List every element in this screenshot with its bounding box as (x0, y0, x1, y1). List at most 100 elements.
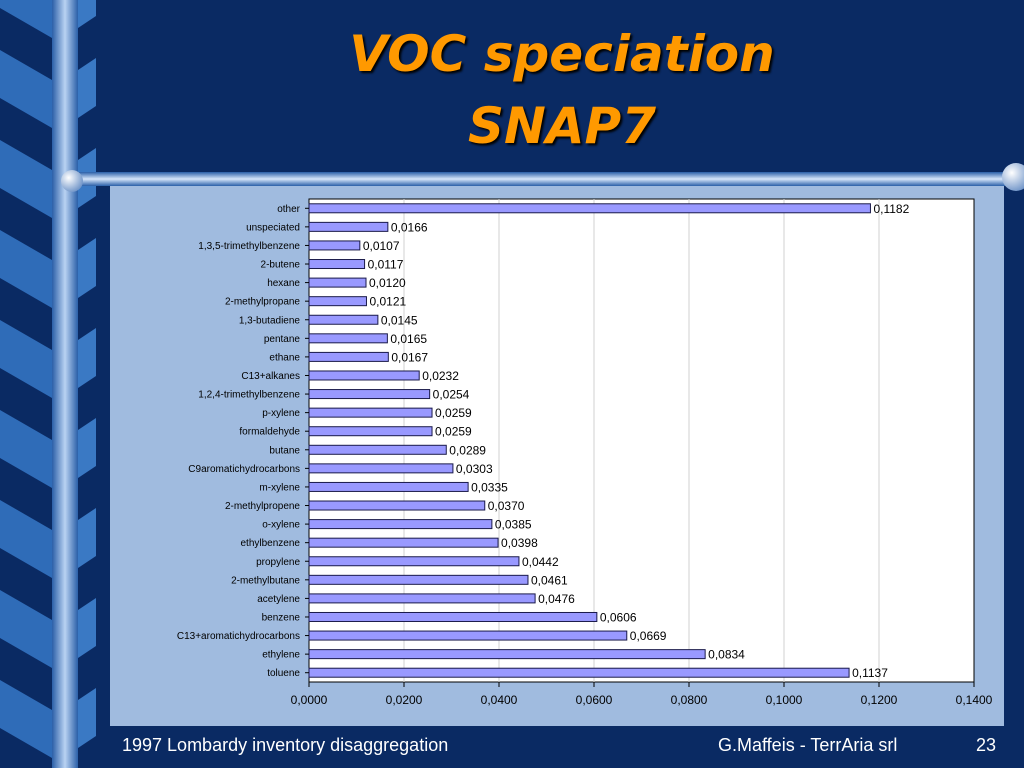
bar (308, 667, 850, 678)
ribbon-segment (0, 410, 52, 488)
ribbon-segment (78, 598, 96, 658)
x-tick-label: 0,0400 (481, 693, 518, 707)
data-label: 0,0120 (369, 276, 406, 290)
data-label: 0,0303 (456, 462, 493, 476)
category-label: C13+aromatichydrocarbons (177, 631, 300, 642)
data-label: 0,0121 (369, 295, 406, 309)
data-label: 0,0669 (630, 629, 667, 643)
data-label: 0,0398 (501, 536, 538, 550)
bar (308, 221, 389, 232)
chart-panel: 0,0000 0,0200 0,0400 0,0600 0,0800 0,1000 0,12… (110, 186, 1004, 726)
data-label: 0,0385 (495, 518, 532, 532)
category-label: 2-butene (261, 260, 301, 271)
data-label: 0,1182 (873, 202, 909, 216)
data-label: 0,0259 (435, 425, 472, 439)
bar (308, 277, 367, 288)
category-label: pentane (264, 334, 301, 345)
ribbon-segment (0, 590, 52, 668)
category-label: benzene (262, 612, 301, 623)
bar (308, 537, 499, 548)
bar (308, 203, 871, 214)
footer-left: 1997 Lombardy inventory disaggregation (122, 735, 449, 755)
category-label: ethane (269, 352, 300, 363)
bar (308, 296, 367, 307)
data-label: 0,0834 (708, 648, 745, 662)
category-label: toluene (267, 668, 300, 679)
data-label: 0,0289 (449, 443, 486, 457)
data-label: 0,0254 (433, 388, 470, 402)
category-label: butane (269, 445, 300, 456)
bar (308, 351, 389, 362)
ribbon-segment (78, 508, 96, 568)
slide-title-line-1: VOC speciation (349, 25, 775, 83)
data-label: 0,0370 (488, 499, 525, 513)
bar (308, 611, 598, 622)
bar (308, 574, 529, 585)
x-tick-label: 0,1200 (861, 693, 898, 707)
bar (308, 593, 536, 604)
bar (308, 259, 366, 270)
category-label: propylene (256, 557, 300, 568)
category-label: 2-methylbutane (231, 575, 300, 586)
category-label: 2-methylpropene (225, 501, 300, 512)
data-label: 0,0145 (381, 313, 418, 327)
bar (308, 314, 379, 325)
data-label: 0,0107 (363, 239, 400, 253)
ribbon-segment (0, 320, 52, 398)
category-label: 1,2,4-trimethylbenzene (198, 390, 300, 401)
bar (308, 500, 486, 511)
bar (308, 556, 520, 567)
ribbon-segment (0, 50, 52, 128)
ribbon-segment (0, 140, 52, 218)
category-label: hexane (267, 278, 300, 289)
bar (308, 481, 469, 492)
x-tick-label: 0,0200 (386, 693, 423, 707)
ribbon-segment (78, 0, 96, 28)
data-label: 0,0232 (422, 369, 459, 383)
ribbon-segment (78, 418, 96, 478)
category-label: formaldehyde (239, 427, 300, 438)
ribbon-segment (78, 688, 96, 748)
category-label: 1,3,5-trimethylbenzene (198, 241, 300, 252)
ribbon-segment (78, 238, 96, 298)
rule-ball-right (1002, 163, 1024, 191)
category-label: p-xylene (262, 408, 300, 419)
plot-area (308, 198, 975, 683)
category-label: m-xylene (259, 482, 300, 493)
slide-title-line-2: SNAP7 (468, 97, 656, 155)
x-tick-label: 0,1400 (956, 693, 993, 707)
data-label: 0,0606 (600, 610, 637, 624)
bar-chart: 0,0000 0,0200 0,0400 0,0600 0,0800 0,1000 0,12… (177, 198, 993, 707)
x-tick-label: 0,0000 (291, 693, 328, 707)
bar (308, 407, 433, 418)
bar (308, 370, 420, 381)
bar (308, 649, 706, 660)
rule-ball-left (61, 170, 83, 192)
category-label: ethylene (262, 650, 300, 661)
data-label: 0,0165 (390, 332, 427, 346)
x-tick-label: 0,0800 (671, 693, 708, 707)
footer-right: G.Maffeis - TerrAria srl (718, 735, 898, 755)
data-label: 0,0259 (435, 406, 472, 420)
category-label: ethylbenzene (241, 538, 301, 549)
bar (308, 519, 493, 530)
category-label: acetylene (257, 594, 300, 605)
category-label: unspeciated (246, 222, 300, 233)
data-label: 0,0442 (522, 555, 559, 569)
bar (308, 463, 454, 474)
bar (308, 444, 447, 455)
category-label: C9aromatichydrocarbons (188, 464, 300, 475)
ribbon-segment (0, 0, 52, 38)
page-number: 23 (976, 735, 997, 755)
ribbon-segment (0, 500, 52, 578)
data-label: 0,0461 (531, 573, 568, 587)
category-label: other (277, 204, 300, 215)
x-tick-label: 0,1000 (766, 693, 803, 707)
data-label: 0,0117 (368, 258, 404, 272)
ribbon-segment (0, 230, 52, 308)
bar (308, 389, 431, 400)
x-tick-label: 0,0600 (576, 693, 613, 707)
ribbon-segment (78, 328, 96, 388)
horizontal-rule (70, 172, 1014, 186)
